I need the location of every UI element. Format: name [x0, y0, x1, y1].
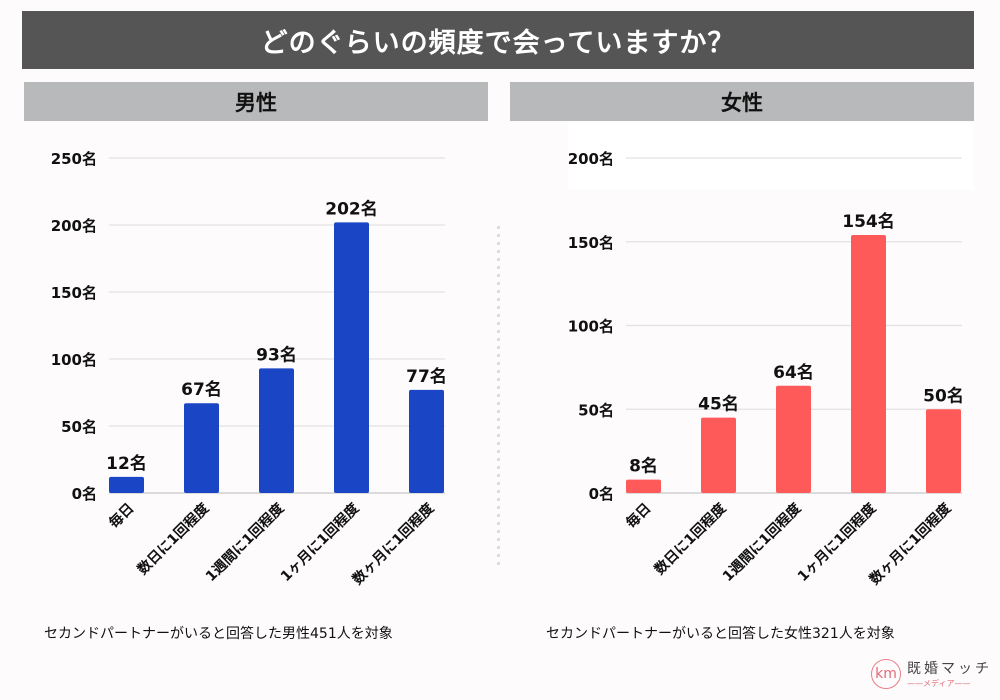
female-ytick-label: 50名 — [578, 401, 614, 419]
brand-logo: km 既婚マッチ ——メディア—— — [868, 657, 998, 697]
female-bar — [701, 417, 736, 493]
page-title: どのぐらいの頻度で会っていますか？ — [22, 11, 974, 69]
female-caption: セカンドパートナーがいると回答した女性321人を対象 — [546, 626, 895, 642]
female-ytick-label: 150名 — [568, 234, 614, 252]
female-category-label: 数日に1回程度 — [651, 499, 730, 578]
male-category-label: 数ヶ月に1回程度 — [349, 499, 438, 588]
male-bar — [184, 403, 219, 493]
male-bar — [259, 368, 294, 493]
female-ytick-label: 0名 — [589, 485, 614, 503]
male-value-label: 67名 — [181, 379, 222, 400]
female-value-label: 64名 — [773, 362, 814, 383]
panel-divider — [497, 226, 500, 566]
male-bar — [409, 389, 444, 493]
male-bar — [334, 222, 369, 493]
male-ytick-label: 200名 — [51, 217, 97, 235]
male-value-label: 12名 — [106, 453, 147, 474]
male-ytick-label: 50名 — [61, 418, 97, 436]
male-category-label: 数日に1回程度 — [134, 499, 213, 578]
female-ytick-label: 100名 — [568, 318, 614, 336]
logo-subtitle: ——メディア—— — [907, 679, 971, 688]
logo-name: 既婚マッチ — [907, 661, 992, 677]
male-value-label: 202名 — [325, 198, 378, 219]
male-ytick-label: 150名 — [51, 284, 97, 302]
female-category-label: 数ヶ月に1回程度 — [866, 499, 955, 588]
female-bar — [926, 409, 961, 493]
female-panel-header: 女性 — [510, 82, 974, 121]
female-ytick-label: 200名 — [568, 150, 614, 168]
male-ytick-label: 0名 — [72, 485, 97, 503]
female-value-label: 50名 — [923, 385, 964, 406]
female-bar — [776, 385, 811, 493]
female-category-label: 1ヶ月に1回程度 — [794, 499, 880, 585]
female-category-label: 1週間に1回程度 — [719, 499, 805, 585]
logo-mark-icon: km — [871, 659, 901, 689]
background-patch — [568, 122, 974, 190]
male-value-label: 77名 — [406, 366, 447, 387]
male-ytick-label: 100名 — [51, 351, 97, 369]
female-category-label: 毎日 — [623, 500, 655, 532]
female-value-label: 154名 — [842, 211, 895, 232]
female-bar — [851, 235, 886, 494]
female-bar — [626, 479, 661, 493]
male-panel-header: 男性 — [24, 82, 488, 121]
male-bar — [109, 476, 144, 493]
female-value-label: 8名 — [629, 456, 658, 477]
female-value-label: 45名 — [698, 394, 739, 415]
male-category-label: 1週間に1回程度 — [202, 499, 288, 585]
male-caption: セカンドパートナーがいると回答した男性451人を対象 — [44, 626, 393, 642]
male-value-label: 93名 — [256, 344, 297, 365]
male-category-label: 1ヶ月に1回程度 — [277, 499, 363, 585]
male-category-label: 毎日 — [106, 500, 138, 532]
male-ytick-label: 250名 — [51, 150, 97, 168]
